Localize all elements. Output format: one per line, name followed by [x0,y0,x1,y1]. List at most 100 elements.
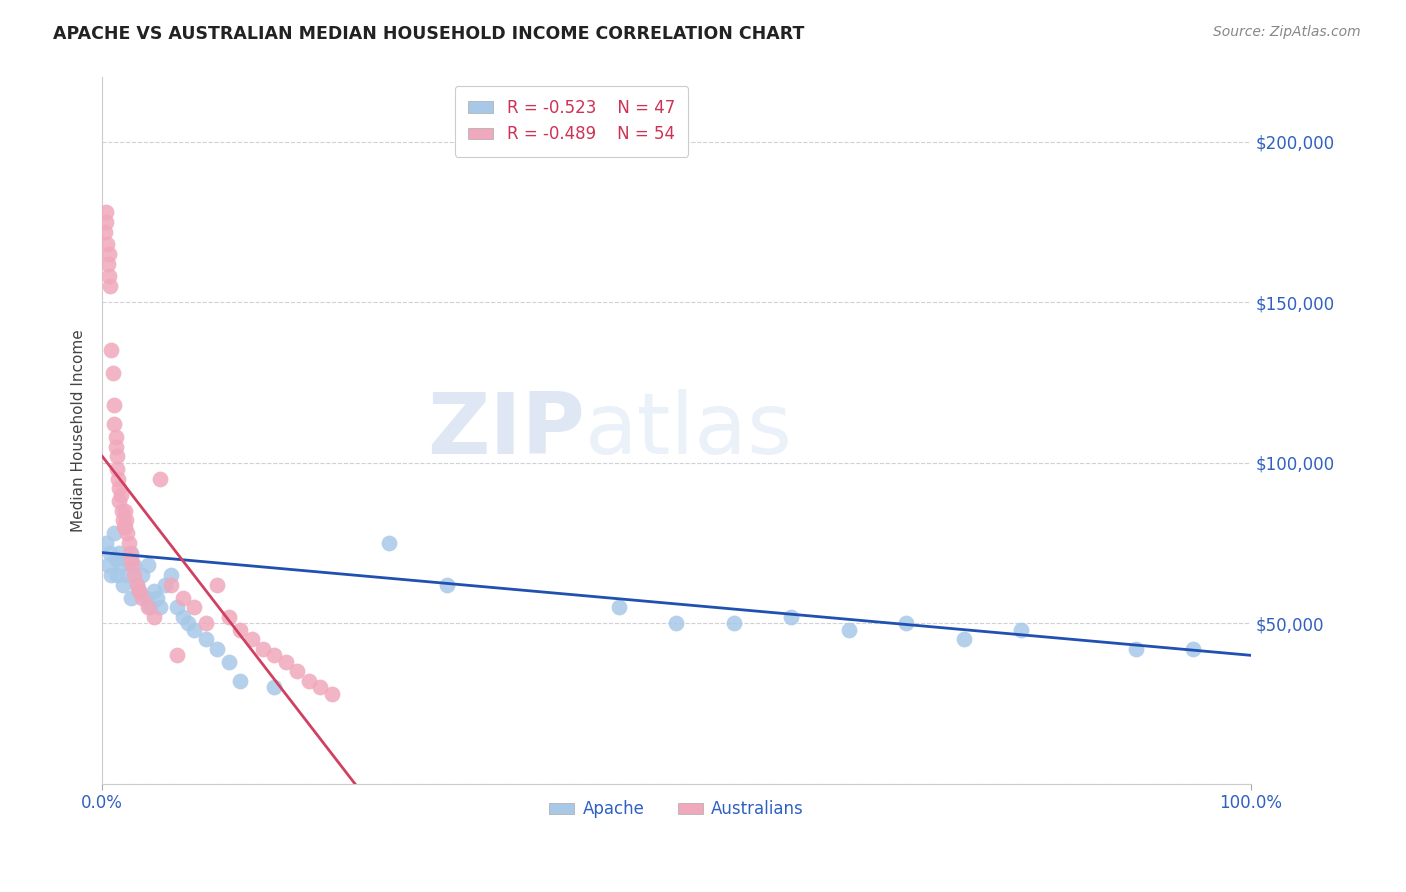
Text: Source: ZipAtlas.com: Source: ZipAtlas.com [1213,25,1361,39]
Point [125,577,148,591]
Point [1010,623,1032,637]
Text: ZIP: ZIP [427,389,585,472]
Point [274,655,297,669]
Point [780,609,803,624]
Point [114,504,136,518]
Point [136,600,159,615]
Point [183,623,205,637]
Point [142,609,165,624]
Point [111,504,134,518]
Point [166,600,188,615]
Point [263,648,285,663]
Point [94,215,117,229]
Point [838,623,860,637]
Point [101,366,124,380]
Point [309,681,332,695]
Point [131,591,153,605]
Point [155,577,177,591]
Point [146,591,169,605]
Point [103,398,125,412]
Point [436,577,458,591]
Point [125,577,148,591]
Point [100,343,122,358]
Point [131,568,153,582]
Point [321,687,343,701]
Point [110,558,132,573]
Point [110,488,132,502]
Point [1182,641,1205,656]
Point [240,632,263,647]
Point [205,577,228,591]
Point [115,513,138,527]
Point [114,552,136,566]
Point [112,520,135,534]
Point [117,526,139,541]
Point [218,655,240,669]
Point [94,536,117,550]
Point [172,591,194,605]
Point [194,616,217,631]
Point [128,584,150,599]
Point [287,665,309,679]
Point [229,623,252,637]
Point [103,417,125,432]
Point [378,536,401,550]
Point [98,269,121,284]
Point [93,225,115,239]
Point [108,482,131,496]
Point [105,462,128,476]
Point [665,616,688,631]
Point [194,632,217,647]
Point [723,616,745,631]
Point [120,591,142,605]
Point [98,545,121,559]
Point [205,641,228,656]
Point [149,472,172,486]
Point [149,600,172,615]
Point [139,600,162,615]
Point [896,616,918,631]
Point [111,513,134,527]
Point [118,545,141,559]
Point [98,247,121,261]
Point [117,568,139,582]
Point [607,600,630,615]
Point [98,279,121,293]
Point [124,558,146,573]
Point [108,545,131,559]
Point [108,494,131,508]
Y-axis label: Median Household Income: Median Household Income [72,329,86,532]
Point [172,609,194,624]
Point [111,577,134,591]
Point [160,568,183,582]
Point [104,440,127,454]
Point [252,641,274,656]
Point [298,673,321,688]
Point [128,584,150,599]
Point [100,568,122,582]
Point [120,545,142,559]
Point [136,558,159,573]
Point [105,450,128,464]
Point [107,472,129,486]
Point [952,632,974,647]
Point [1125,641,1147,656]
Point [104,552,127,566]
Point [97,257,120,271]
Point [117,536,139,550]
Point [218,609,240,624]
Point [229,673,252,688]
Point [104,430,127,444]
Point [160,577,183,591]
Text: APACHE VS AUSTRALIAN MEDIAN HOUSEHOLD INCOME CORRELATION CHART: APACHE VS AUSTRALIAN MEDIAN HOUSEHOLD IN… [53,25,804,43]
Point [263,681,285,695]
Point [96,237,118,252]
Point [177,616,200,631]
Point [183,600,205,615]
Point [135,591,157,605]
Point [142,584,165,599]
Point [94,205,117,219]
Text: atlas: atlas [585,389,793,472]
Point [166,648,188,663]
Point [120,552,142,566]
